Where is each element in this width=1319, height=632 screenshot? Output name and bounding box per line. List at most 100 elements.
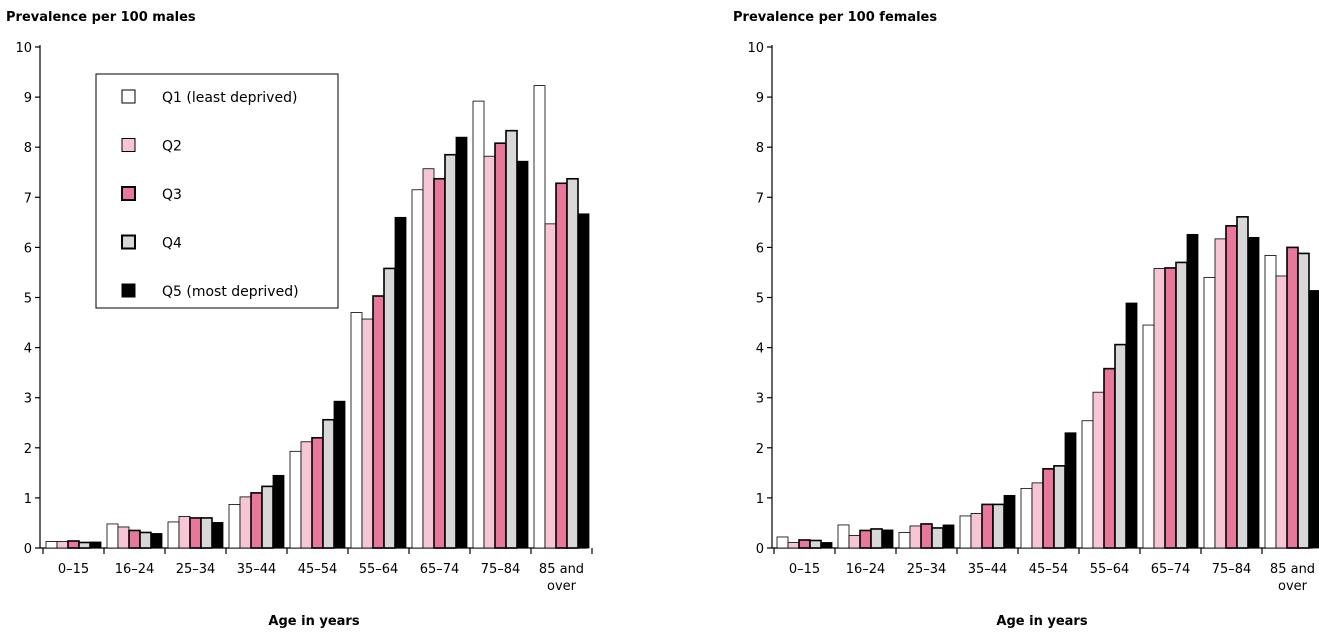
x-tick-label: 55–64 [1090,562,1130,577]
x-tick-label: 16–24 [115,562,155,577]
bar-3-7 [1164,267,1177,549]
males-chart-title: Prevalence per 100 males [6,10,196,25]
males-chart: Prevalence per 100 males 0 1 2 3 4 5 6 7 8 9 10 0–… [6,10,593,629]
bar-3-3 [920,523,933,549]
females-chart: Prevalence per 100 females 012345678910 … [733,10,1319,629]
bar-1-4 [959,515,972,549]
bar-4-9 [566,177,579,549]
legend-swatch [121,138,136,152]
x-tick-label: 75–84 [1212,562,1252,577]
x-tick-label: 85 and [1270,562,1315,577]
bar-5-9 [1308,290,1319,549]
y-tick-label: 4 [24,342,32,357]
x-tick-label: 35–44 [968,562,1008,577]
bar-3-8 [494,142,507,549]
bar-3-4 [981,503,994,549]
bar-3-5 [1042,468,1055,549]
bar-3-7 [433,177,446,549]
males-x-ticks: 0–15 16–24 25–34 35–44 45–54 55–64 65–74 75–84 8… [42,548,593,594]
legend-swatch [121,186,136,201]
bar-2-2 [848,535,861,549]
bar-4-8 [505,129,518,549]
y-tick-label: 1 [756,492,764,507]
y-tick-label: 8 [756,141,764,156]
x-tick-label: 85 and [539,562,584,577]
y-tick-label: 0 [24,542,32,557]
bar-5-7 [455,136,468,549]
bar-4-3 [931,527,944,549]
y-tick-label: 9 [756,91,764,106]
bar-3-3 [189,517,202,549]
bar-2-8 [1214,238,1227,549]
bar-5-6 [394,216,407,549]
y-tick-label: 2 [24,442,32,457]
females-chart-title: Prevalence per 100 females [733,10,937,25]
legend-entry: Q4 [162,236,182,252]
bar-4-7 [444,153,457,549]
bar-1-1 [776,536,789,549]
bar-5-9 [577,213,590,549]
bar-1-9 [1264,255,1277,549]
y-tick-label: 4 [756,342,764,357]
bar-5-3 [211,522,224,549]
bar-1-7 [411,189,424,549]
bar-1-3 [898,532,911,549]
bar-4-1 [78,541,91,549]
bar-4-8 [1236,216,1249,549]
bar-4-4 [261,485,274,549]
bar-2-2 [117,526,130,549]
legend-entry: Q2 [162,139,182,155]
bar-2-7 [1153,268,1166,549]
x-tick-label: 65–74 [420,562,460,577]
y-tick-label: 5 [24,292,32,307]
females-x-axis-label: Age in years [996,614,1087,629]
bar-5-1 [820,542,833,549]
bar-2-6 [361,318,374,549]
x-tick-label: 35–44 [237,562,277,577]
bar-5-6 [1125,302,1138,549]
bar-3-9 [1286,246,1299,549]
legend-swatch [121,89,136,104]
bar-4-2 [870,528,883,549]
bar-4-5 [1053,465,1066,549]
y-tick-label: 6 [24,241,32,256]
bar-2-5 [1031,482,1044,549]
y-tick-label: 9 [24,91,32,106]
bar-1-9 [533,85,546,549]
bar-4-3 [200,517,213,549]
bar-3-1 [798,539,811,549]
females-y-ticks: 0 1 2 3 4 5 6 7 8 9 10 [747,41,772,557]
y-tick-label: 3 [24,392,32,407]
bar-5-2 [881,529,894,549]
bar-4-5 [322,418,335,549]
bar-2-9 [1275,275,1288,549]
bar-2-6 [1092,391,1105,549]
bar-3-4 [250,492,263,549]
x-tick-label: over [1278,579,1308,594]
bar-2-3 [178,516,191,549]
bar-2-7 [422,168,435,549]
bar-5-1 [89,541,102,549]
y-tick-label: 3 [756,392,764,407]
x-tick-label: 16–24 [846,562,886,577]
bar-2-4 [970,513,983,549]
y-tick-label: 8 [24,141,32,156]
x-tick-label: 25–34 [176,562,216,577]
bar-1-1 [45,541,58,549]
y-tick-label: 5 [756,292,764,307]
x-tick-label: 45–54 [1029,562,1069,577]
y-tick-label: 6 [756,241,764,256]
bar-5-3 [942,524,955,549]
legend: Q1 (least deprived) Q2 Q3 Q4 Q5 (most depriv… [95,73,339,309]
legend-entry: Q3 [162,187,182,203]
bar-4-7 [1175,261,1188,549]
females-bars [776,216,1319,549]
bar-3-2 [859,529,872,549]
bar-1-8 [472,100,485,549]
bar-1-6 [350,312,363,549]
x-tick-label: 0–15 [58,562,89,577]
bar-3-6 [1103,367,1116,549]
bar-2-3 [909,525,922,549]
bar-1-8 [1203,277,1216,549]
